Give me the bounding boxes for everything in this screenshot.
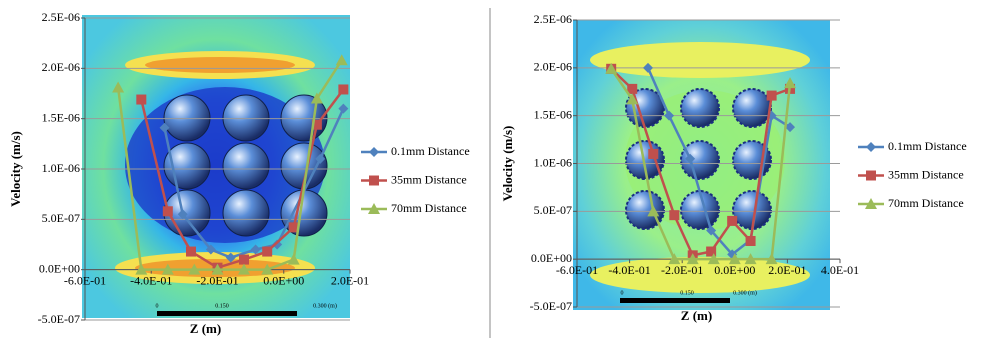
marker [239,255,249,265]
legend-label: 35mm Distance [888,167,964,181]
y-tick-label: 5.0E-07 [534,203,572,217]
marker [727,216,737,226]
y-tick-label: -5.0E-07 [530,299,572,313]
marker [669,210,679,220]
x-tick-label: -4.0E-01 [608,263,650,277]
x-tick-label: -6.0E-01 [64,273,106,287]
y-axis-title: Velocity (m/s) [8,131,23,207]
y-tick-label: 1.5E-06 [42,110,80,124]
x-tick-label: 0.0E+00 [263,273,304,287]
x-tick-label: -4.0E-01 [130,273,172,287]
x-tick-label: -2.0E-01 [661,263,703,277]
legend-marker [369,176,379,186]
marker [136,95,146,105]
legend-label: 0.1mm Distance [888,139,967,153]
marker [262,247,272,257]
legend-label: 35mm Distance [391,172,467,186]
x-tick-label: 0.0E+00 [714,263,755,277]
legend-marker [369,147,379,157]
y-tick-label: 1.5E-06 [534,107,572,121]
scale-label: 0 [621,290,624,296]
scale-label: 0.300 (m) [733,289,757,296]
marker [648,149,658,159]
y-axis-title: Velocity (m/s) [500,126,515,202]
y-tick-label: 5.0E-07 [42,211,80,225]
x-tick-label: 2.0E-01 [768,263,806,277]
marker [746,236,756,246]
y-tick-label: 2.0E-06 [42,60,80,74]
marker [186,247,196,257]
marker [767,91,777,101]
legend-marker [866,142,876,152]
scale-label: 0.300 (m) [313,302,337,309]
y-tick-label: 1.0E-06 [42,161,80,175]
marker [163,206,173,216]
scale-label: 0.150 [680,290,694,296]
legend-label: 70mm Distance [391,201,467,215]
y-tick-label: 2.0E-06 [534,60,572,74]
y-tick-label: 2.5E-06 [42,10,80,24]
figure: -5.0E-07 0.0E+00 5.0E-07 1.0E-06 1.5E-06 2.0E… [0,0,986,341]
legend-marker [866,171,876,181]
x-axis-title: Z (m) [681,308,712,323]
x-tick-label: 4.0E-01 [821,263,859,277]
x-tick-label: 2.0E-01 [331,273,369,287]
x-axis-title: Z (m) [190,321,221,336]
y-tick-label: 2.5E-06 [534,12,572,26]
scale-label: 0 [156,303,159,309]
x-tick-label: -2.0E-01 [196,273,238,287]
y-tick-label: 1.0E-06 [534,155,572,169]
legend-label: 0.1mm Distance [391,144,470,158]
legend-label: 70mm Distance [888,196,964,210]
marker [338,84,348,94]
scale-label: 0.150 [215,303,229,309]
y-tick-label: -5.0E-07 [38,312,80,326]
x-tick-label: -6.0E-01 [556,263,598,277]
